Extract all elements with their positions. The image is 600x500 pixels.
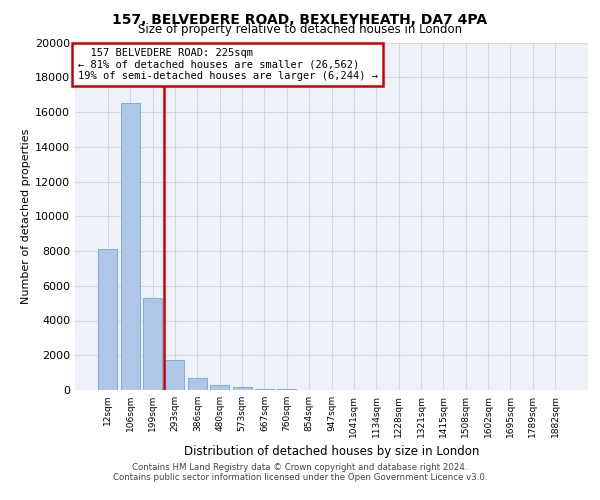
Text: Contains public sector information licensed under the Open Government Licence v3: Contains public sector information licen… [113, 474, 487, 482]
Bar [233, 388, 251, 390]
Bar [98, 250, 118, 390]
Bar [210, 385, 229, 390]
Bar [188, 378, 207, 390]
Bar [166, 360, 184, 390]
X-axis label: Distribution of detached houses by size in London: Distribution of detached houses by size … [184, 446, 479, 458]
Bar [143, 298, 162, 390]
Text: Contains HM Land Registry data © Crown copyright and database right 2024.: Contains HM Land Registry data © Crown c… [132, 464, 468, 472]
Text: Size of property relative to detached houses in London: Size of property relative to detached ho… [138, 22, 462, 36]
Bar [255, 388, 274, 390]
Text: 157, BELVEDERE ROAD, BEXLEYHEATH, DA7 4PA: 157, BELVEDERE ROAD, BEXLEYHEATH, DA7 4P… [112, 12, 488, 26]
Text: 157 BELVEDERE ROAD: 225sqm
← 81% of detached houses are smaller (26,562)
19% of : 157 BELVEDERE ROAD: 225sqm ← 81% of deta… [77, 48, 377, 81]
Bar [121, 104, 140, 390]
Y-axis label: Number of detached properties: Number of detached properties [21, 128, 31, 304]
